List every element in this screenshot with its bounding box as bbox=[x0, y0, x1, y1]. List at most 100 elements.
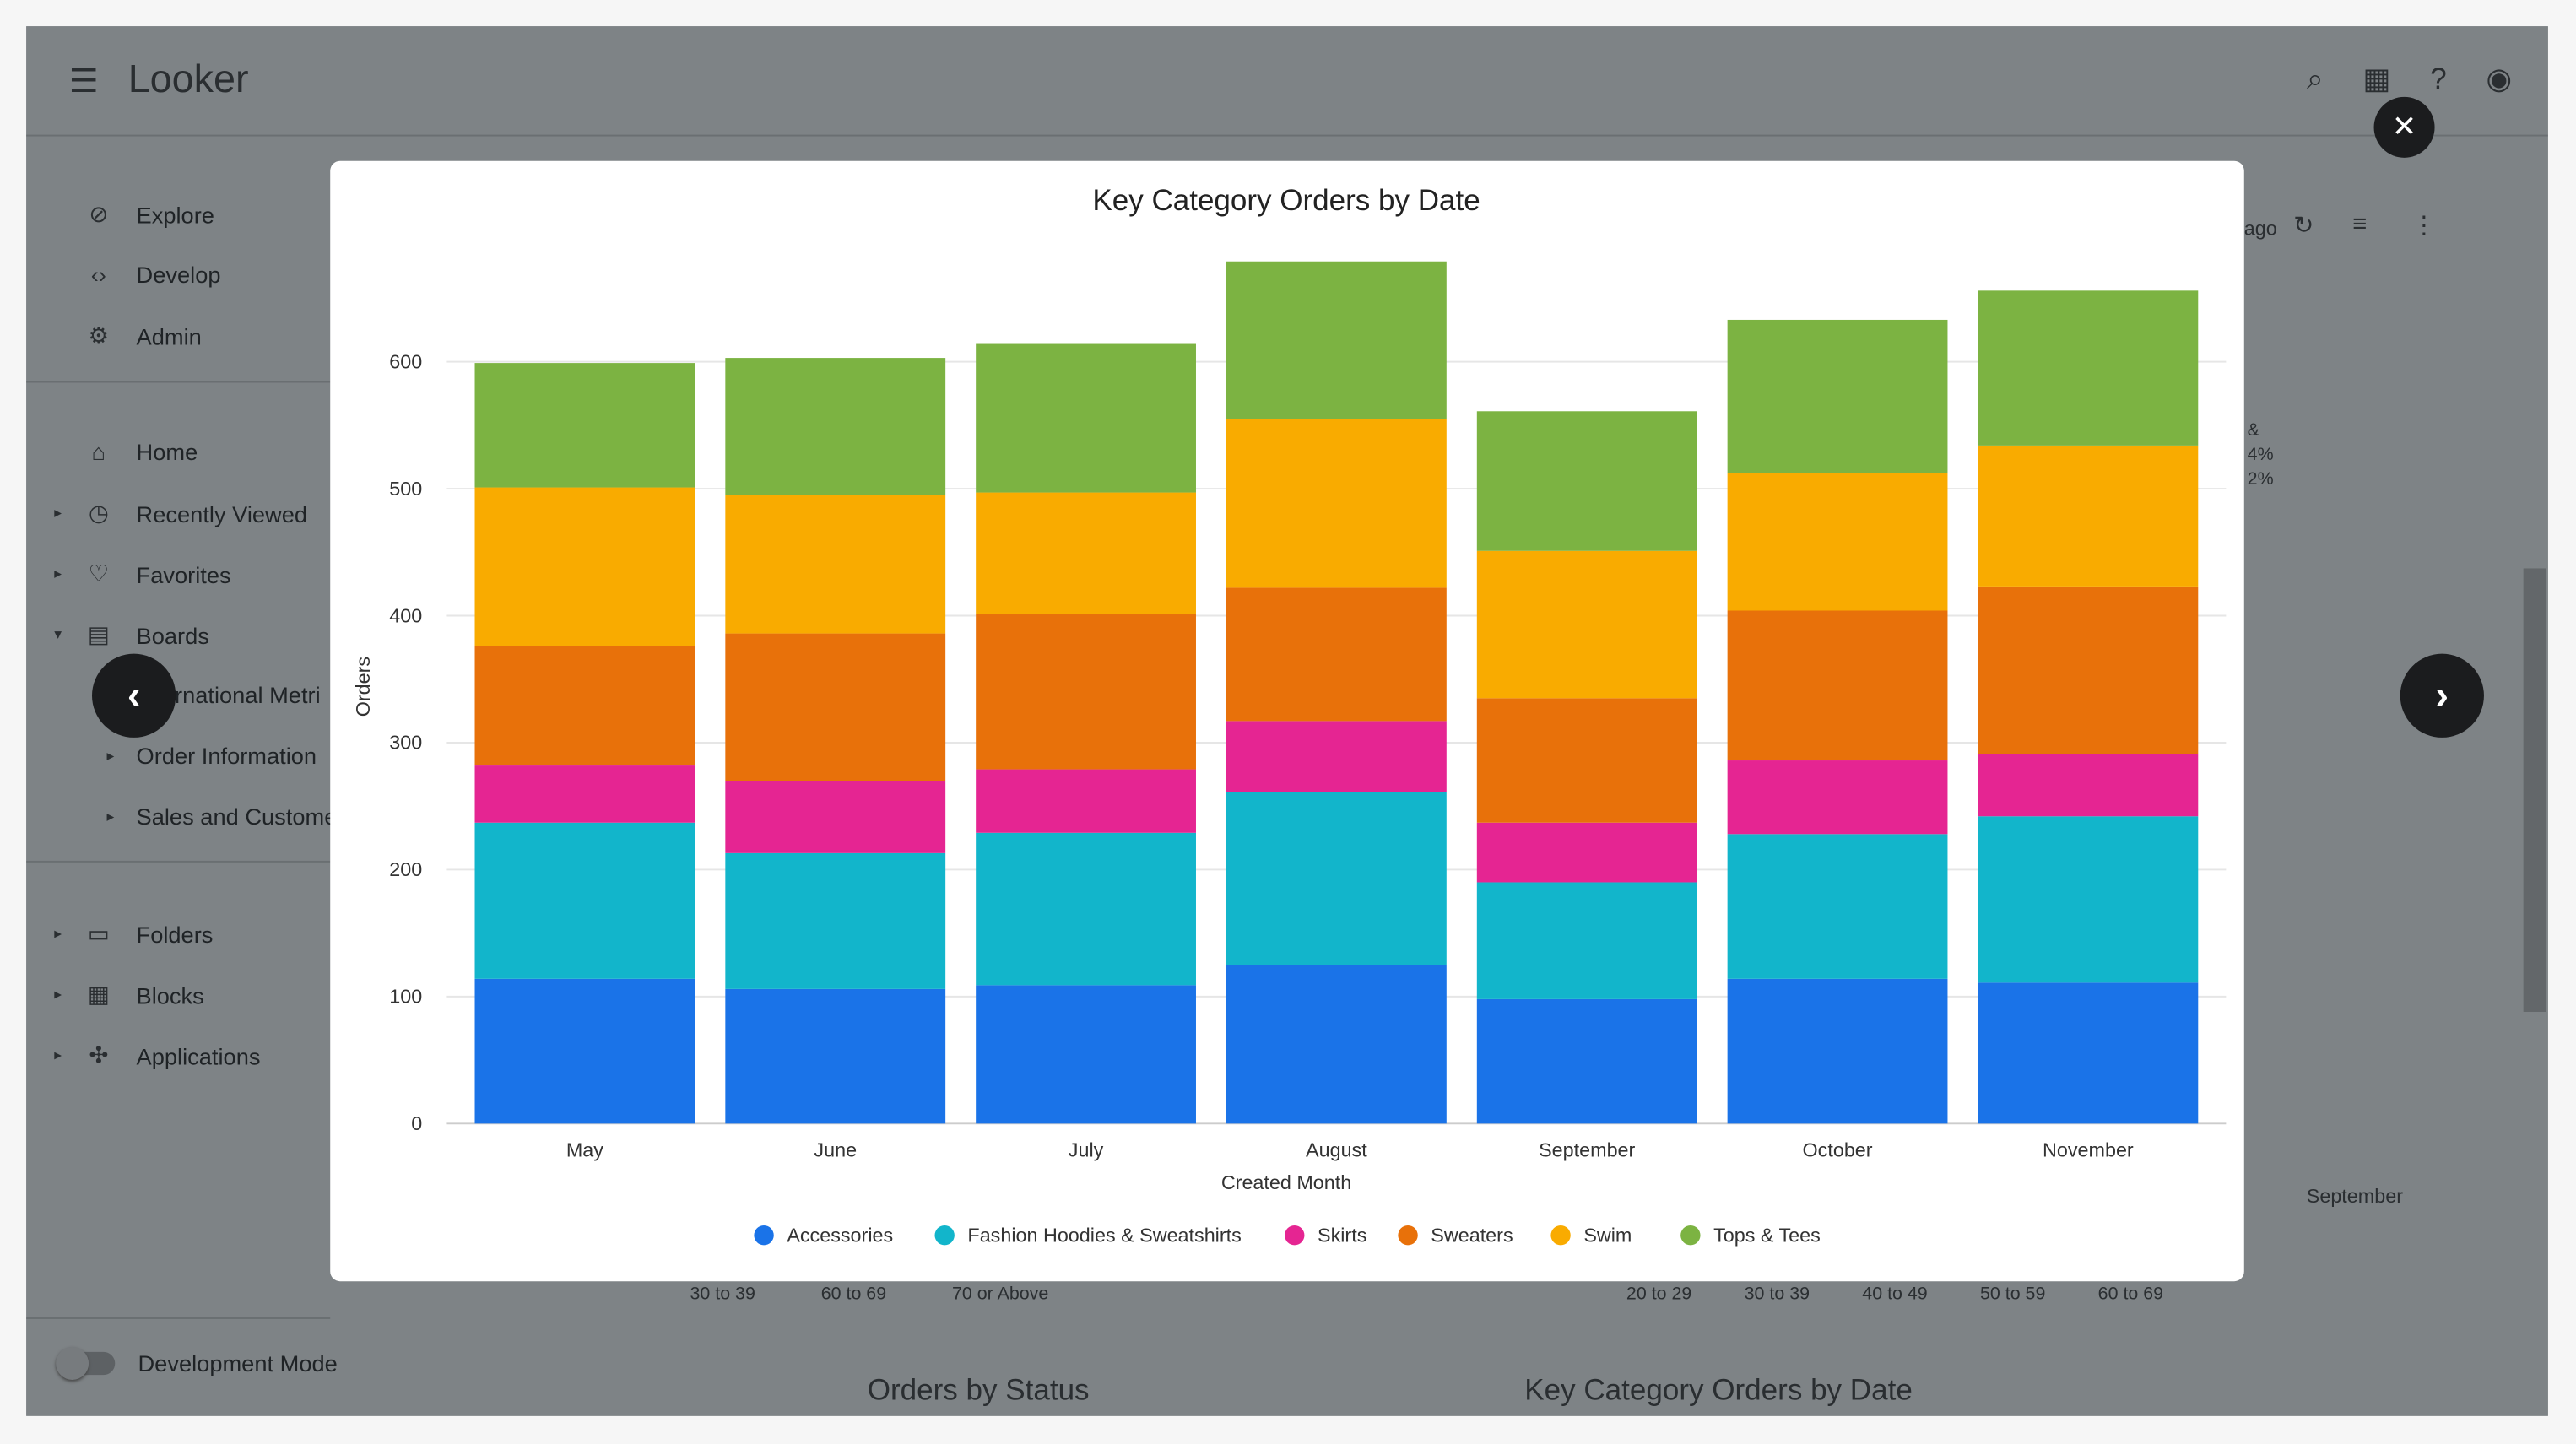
bar-segment-accessories-october[interactable] bbox=[1727, 978, 1948, 1124]
y-tick-label: 0 bbox=[411, 1112, 422, 1134]
y-tick-label: 500 bbox=[389, 478, 422, 500]
bar-segment-sweaters-october[interactable] bbox=[1727, 610, 1948, 761]
previous-tile-button[interactable]: ‹ bbox=[91, 653, 176, 738]
sidebar-item-home[interactable]: ⌂ Home bbox=[84, 439, 198, 465]
close-modal-button[interactable]: ✕ bbox=[2373, 96, 2435, 158]
bar-segment-tops-tees-september[interactable] bbox=[1476, 411, 1697, 551]
bar-segment-accessories-november[interactable] bbox=[1978, 982, 2199, 1124]
bar-segment-sweaters-august[interactable] bbox=[1226, 587, 1447, 722]
bar-segment-sweaters-september[interactable] bbox=[1476, 698, 1697, 823]
sidebar-item-explore[interactable]: ⊘ Explore bbox=[84, 200, 214, 228]
clock-icon: ◷ bbox=[88, 499, 109, 526]
sidebar-item-develop[interactable]: ‹› Develop bbox=[84, 261, 221, 287]
bar-segment-sweaters-may[interactable] bbox=[474, 646, 695, 766]
stacked-bar-chart: Key Category Orders by Date Created Mont… bbox=[352, 184, 2227, 1246]
expand-caret-icon[interactable]: ▸ bbox=[54, 504, 62, 522]
sidebar-item-applications[interactable]: ▸ ✣ Applications bbox=[54, 1041, 260, 1069]
bar-segment-tops-tees-october[interactable] bbox=[1727, 319, 1948, 473]
help-icon[interactable]: ? bbox=[2430, 62, 2447, 95]
bar-segment-fashion-hoodies-sweatshirts-october[interactable] bbox=[1727, 834, 1948, 979]
expand-caret-icon[interactable]: ▸ bbox=[106, 746, 115, 764]
bar-segment-swim-november[interactable] bbox=[1978, 445, 2199, 587]
bar-segment-fashion-hoodies-sweatshirts-september[interactable] bbox=[1476, 882, 1697, 999]
development-mode-toggle[interactable]: Development Mode bbox=[56, 1347, 338, 1380]
bar-segment-accessories-july[interactable] bbox=[976, 985, 1196, 1124]
bg-legend-item: 50 to 59 bbox=[1979, 1284, 2046, 1305]
sidebar-item-sales-and-custome[interactable]: ▸ Sales and Custome bbox=[107, 803, 338, 830]
expand-caret-icon[interactable]: ▸ bbox=[54, 1046, 62, 1063]
bar-segment-fashion-hoodies-sweatshirts-may[interactable] bbox=[474, 822, 695, 979]
bar-segment-sweaters-june[interactable] bbox=[725, 633, 946, 781]
expand-caret-icon[interactable]: ▸ bbox=[54, 565, 62, 582]
filter-icon[interactable]: ≡ bbox=[2352, 210, 2368, 239]
bar-segment-tops-tees-may[interactable] bbox=[474, 363, 695, 488]
scrollbar[interactable] bbox=[2523, 568, 2546, 1012]
legend-item[interactable]: Accessories bbox=[754, 1224, 893, 1246]
bar-segment-fashion-hoodies-sweatshirts-july[interactable] bbox=[976, 832, 1196, 986]
legend-label: Accessories bbox=[787, 1224, 893, 1246]
legend-item[interactable]: Skirts bbox=[1285, 1224, 1366, 1246]
bar-segment-skirts-october[interactable] bbox=[1727, 760, 1948, 835]
sidebar-item-recently-viewed[interactable]: ▸ ◷ Recently Viewed bbox=[54, 499, 308, 527]
close-icon: ✕ bbox=[2391, 110, 2417, 143]
sidebar-item-label: Home bbox=[136, 438, 198, 465]
looker-logo[interactable]: Looker bbox=[127, 57, 249, 102]
bar-segment-tops-tees-july[interactable] bbox=[976, 343, 1196, 493]
bar-segment-swim-july[interactable] bbox=[976, 492, 1196, 615]
bar-segment-accessories-june[interactable] bbox=[725, 988, 946, 1124]
bar-segment-swim-october[interactable] bbox=[1727, 473, 1948, 611]
bar-segment-skirts-july[interactable] bbox=[976, 769, 1196, 833]
expand-caret-icon[interactable]: ▸ bbox=[106, 807, 115, 825]
refresh-icon[interactable]: ↻ bbox=[2293, 212, 2314, 241]
bar-segment-tops-tees-june[interactable] bbox=[725, 358, 946, 495]
chart-title: Key Category Orders by Date bbox=[1092, 184, 1480, 217]
dev-mode-label: Development Mode bbox=[138, 1349, 338, 1377]
sidebar-item-boards[interactable]: ▾ ▤ Boards bbox=[54, 621, 209, 649]
bar-segment-skirts-may[interactable] bbox=[474, 765, 695, 823]
bar-segment-sweaters-july[interactable] bbox=[976, 614, 1196, 770]
legend-item[interactable]: Swim bbox=[1550, 1224, 1632, 1246]
sidebar-item-label: Recently Viewed bbox=[136, 500, 308, 527]
bar-segment-swim-may[interactable] bbox=[474, 487, 695, 646]
expand-caret-icon[interactable]: ▸ bbox=[54, 985, 62, 1003]
hamburger-menu-icon[interactable]: ☰ bbox=[68, 62, 99, 100]
expand-caret-icon[interactable]: ▸ bbox=[54, 924, 62, 942]
bar-segment-tops-tees-november[interactable] bbox=[1978, 290, 2199, 446]
expand-caret-icon[interactable]: ▾ bbox=[54, 625, 62, 643]
sidebar-item-admin[interactable]: ⚙ Admin bbox=[84, 322, 202, 349]
next-tile-button[interactable]: › bbox=[2400, 653, 2484, 738]
bar-segment-swim-august[interactable] bbox=[1226, 419, 1447, 588]
bar-segment-tops-tees-august[interactable] bbox=[1226, 261, 1447, 419]
bar-segment-accessories-august[interactable] bbox=[1226, 965, 1447, 1124]
legend-item[interactable]: Fashion Hoodies & Sweatshirts bbox=[934, 1224, 1242, 1246]
x-tick-label: June bbox=[814, 1138, 857, 1160]
sidebar-item-label: Order Information bbox=[136, 742, 317, 769]
sidebar-item-folders[interactable]: ▸ ▭ Folders bbox=[54, 920, 213, 948]
legend-swatch bbox=[1680, 1225, 1701, 1246]
search-icon[interactable]: ⌕ bbox=[2307, 62, 2324, 95]
legend-item[interactable]: Tops & Tees bbox=[1680, 1224, 1821, 1246]
bar-segment-fashion-hoodies-sweatshirts-august[interactable] bbox=[1226, 792, 1447, 965]
bg-legend-item: 20 to 29 bbox=[1626, 1284, 1692, 1305]
legend-item[interactable]: Sweaters bbox=[1398, 1224, 1513, 1246]
bar-segment-skirts-august[interactable] bbox=[1226, 721, 1447, 792]
bar-segment-swim-june[interactable] bbox=[725, 495, 946, 634]
bar-segment-skirts-june[interactable] bbox=[725, 781, 946, 853]
bar-segment-fashion-hoodies-sweatshirts-november[interactable] bbox=[1978, 816, 2199, 983]
sidebar: ⊘ Explore ‹› Develop ⚙ Admin ⌂ Home ▸ ◷ Recently V… bbox=[26, 135, 338, 1416]
bar-segment-accessories-may[interactable] bbox=[474, 978, 695, 1124]
toggle-switch[interactable] bbox=[56, 1347, 116, 1380]
account-icon[interactable]: ◉ bbox=[2486, 62, 2513, 95]
bar-segment-fashion-hoodies-sweatshirts-june[interactable] bbox=[725, 852, 946, 989]
sidebar-item-blocks[interactable]: ▸ ▦ Blocks bbox=[54, 981, 204, 1009]
bar-segment-skirts-november[interactable] bbox=[1978, 754, 2199, 817]
sidebar-item-favorites[interactable]: ▸ ♡ Favorites bbox=[54, 560, 230, 588]
more-icon[interactable]: ⋮ bbox=[2411, 212, 2437, 241]
sidebar-item-order-information[interactable]: ▸ Order Information bbox=[107, 742, 317, 769]
bar-segment-swim-september[interactable] bbox=[1476, 550, 1697, 699]
bar-segment-skirts-september[interactable] bbox=[1476, 822, 1697, 883]
bar-segment-accessories-september[interactable] bbox=[1476, 998, 1697, 1124]
bar-segment-sweaters-november[interactable] bbox=[1978, 586, 2199, 754]
bg-legend-item: 70 or Above bbox=[951, 1284, 1049, 1305]
marketplace-icon[interactable]: ▦ bbox=[2362, 62, 2391, 95]
